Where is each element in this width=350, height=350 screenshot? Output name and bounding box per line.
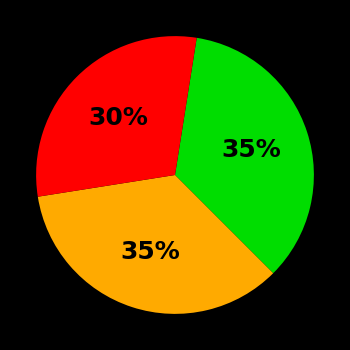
Text: 35%: 35% — [222, 138, 281, 162]
Wedge shape — [38, 175, 273, 314]
Text: 30%: 30% — [88, 106, 148, 130]
Wedge shape — [36, 36, 197, 197]
Text: 35%: 35% — [120, 240, 180, 264]
Wedge shape — [175, 38, 314, 273]
